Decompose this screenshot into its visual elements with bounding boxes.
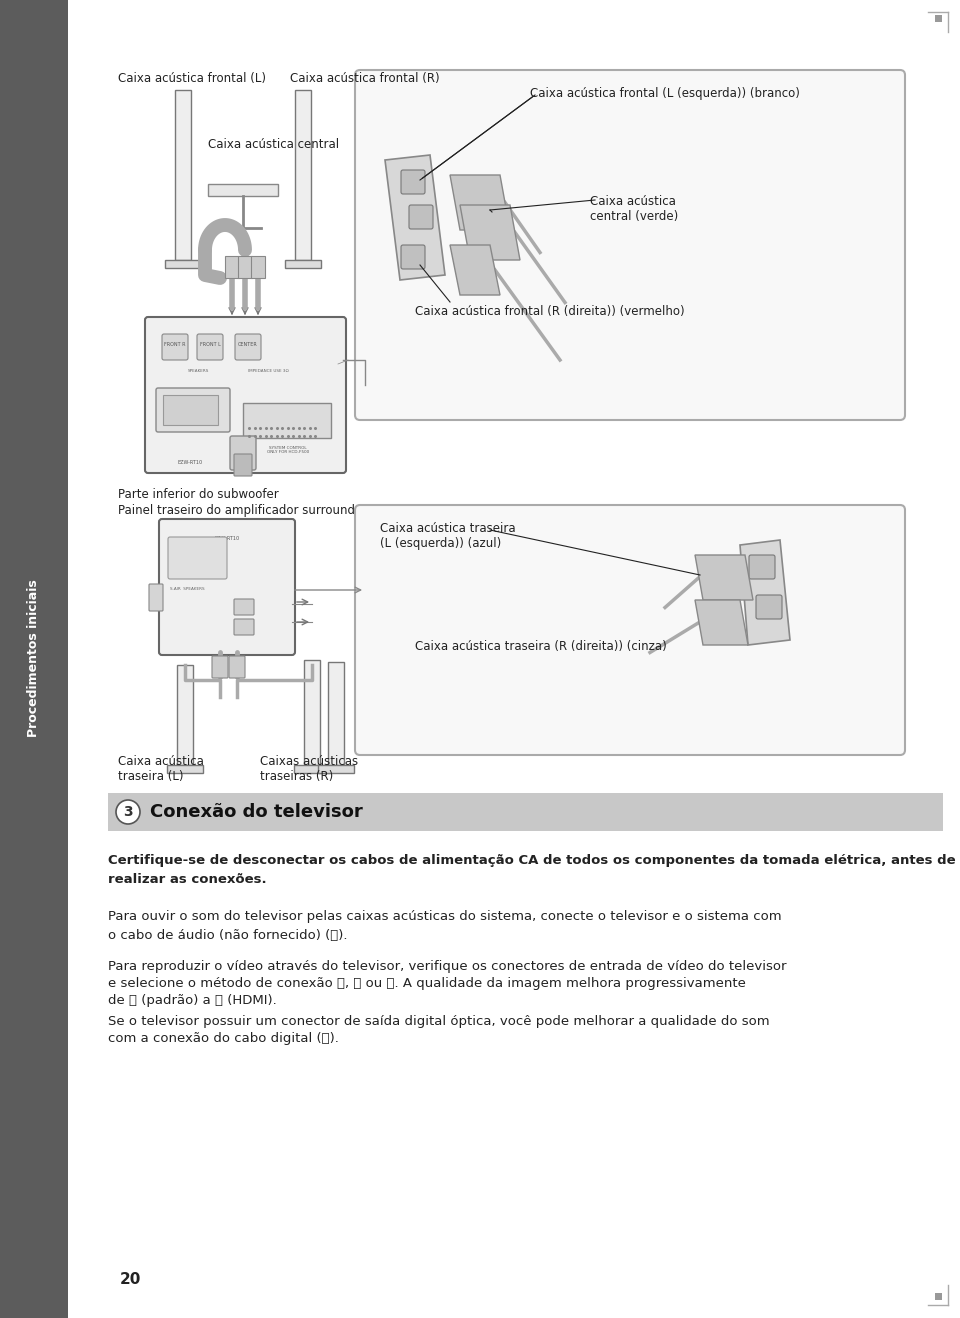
Text: Se o televisor possuir um conector de saída digital óptica, você pode melhorar a: Se o televisor possuir um conector de sa… xyxy=(108,1015,770,1028)
Text: Caixa acústica frontal (R (direita)) (vermelho): Caixa acústica frontal (R (direita)) (ve… xyxy=(415,304,684,318)
Bar xyxy=(208,185,278,196)
FancyBboxPatch shape xyxy=(749,555,775,579)
FancyBboxPatch shape xyxy=(401,245,425,269)
Bar xyxy=(225,256,239,278)
Bar xyxy=(304,660,320,764)
Text: Certifique-se de desconectar os cabos de alimentação CA de todos os componentes : Certifique-se de desconectar os cabos de… xyxy=(108,854,955,886)
Text: CENTER: CENTER xyxy=(238,341,258,347)
Text: Para reproduzir o vídeo através do televisor, verifique os conectores de entrada: Para reproduzir o vídeo através do telev… xyxy=(108,960,786,973)
Text: Painel traseiro do amplificador surround: Painel traseiro do amplificador surround xyxy=(118,503,355,517)
Text: SPEAKERS: SPEAKERS xyxy=(187,369,208,373)
Text: Para ouvir o som do televisor pelas caixas acústicas do sistema, conecte o telev: Para ouvir o som do televisor pelas caix… xyxy=(108,909,781,942)
FancyBboxPatch shape xyxy=(162,333,188,360)
Text: EZW-RT10: EZW-RT10 xyxy=(214,536,240,540)
Text: 20: 20 xyxy=(120,1272,141,1286)
FancyBboxPatch shape xyxy=(355,70,905,420)
Text: Caixa acústica frontal (L (esquerda)) (branco): Caixa acústica frontal (L (esquerda)) (b… xyxy=(530,87,800,100)
Text: Caixa acústica
central (verde): Caixa acústica central (verde) xyxy=(590,195,679,223)
Bar xyxy=(285,260,321,268)
FancyBboxPatch shape xyxy=(234,598,254,616)
Text: EZW-RT10: EZW-RT10 xyxy=(178,460,203,465)
Text: Caixa acústica traseira (R (direita)) (cinza): Caixa acústica traseira (R (direita)) (c… xyxy=(415,641,667,652)
FancyBboxPatch shape xyxy=(401,170,425,194)
Text: Conexão do televisor: Conexão do televisor xyxy=(150,803,363,821)
FancyBboxPatch shape xyxy=(235,333,261,360)
Polygon shape xyxy=(450,175,510,231)
Text: Caixa acústica frontal (L): Caixa acústica frontal (L) xyxy=(118,72,266,84)
FancyBboxPatch shape xyxy=(234,453,252,476)
FancyBboxPatch shape xyxy=(230,436,256,471)
Text: FRONT R: FRONT R xyxy=(164,341,185,347)
Polygon shape xyxy=(740,540,790,645)
FancyBboxPatch shape xyxy=(229,656,245,677)
Bar xyxy=(165,260,201,268)
FancyBboxPatch shape xyxy=(197,333,223,360)
Bar xyxy=(18,1293,25,1300)
Bar xyxy=(935,1293,942,1300)
FancyBboxPatch shape xyxy=(156,387,230,432)
Bar xyxy=(0,0,68,1318)
Text: Caixa acústica central: Caixa acústica central xyxy=(208,138,339,152)
Bar xyxy=(251,256,265,278)
Bar xyxy=(238,256,252,278)
Text: Caixa acústica
traseira (L): Caixa acústica traseira (L) xyxy=(118,755,204,783)
Polygon shape xyxy=(695,600,748,645)
FancyBboxPatch shape xyxy=(212,656,228,677)
Bar xyxy=(294,764,330,772)
Bar xyxy=(295,90,311,260)
FancyBboxPatch shape xyxy=(409,206,433,229)
Text: e selecione o método de conexão Ⓐ, Ⓑ ou Ⓒ. A qualidade da imagem melhora progres: e selecione o método de conexão Ⓐ, Ⓑ ou … xyxy=(108,977,746,990)
Bar xyxy=(328,662,344,764)
Text: Parte inferior do subwoofer: Parte inferior do subwoofer xyxy=(118,488,278,501)
FancyBboxPatch shape xyxy=(149,584,163,612)
Bar xyxy=(318,764,354,772)
Bar xyxy=(108,793,943,832)
Text: IMPEDANCE USE 3Ω: IMPEDANCE USE 3Ω xyxy=(248,369,288,373)
Bar xyxy=(935,14,942,22)
Bar xyxy=(18,14,25,22)
Circle shape xyxy=(116,800,140,824)
Text: S.AIR  SPEAKERS: S.AIR SPEAKERS xyxy=(170,587,204,590)
FancyBboxPatch shape xyxy=(234,619,254,635)
Bar xyxy=(175,90,191,260)
Text: com a conexão do cabo digital (Ⓑ).: com a conexão do cabo digital (Ⓑ). xyxy=(108,1032,339,1045)
Bar xyxy=(163,395,218,424)
FancyBboxPatch shape xyxy=(756,594,782,619)
Bar xyxy=(243,403,331,438)
Polygon shape xyxy=(385,156,445,279)
FancyBboxPatch shape xyxy=(168,536,227,579)
Text: Caixas acústicas
traseiras (R): Caixas acústicas traseiras (R) xyxy=(260,755,358,783)
FancyBboxPatch shape xyxy=(355,505,905,755)
Text: 3: 3 xyxy=(123,805,132,818)
Polygon shape xyxy=(695,555,753,600)
Text: de Ⓐ (padrão) a Ⓒ (HDMI).: de Ⓐ (padrão) a Ⓒ (HDMI). xyxy=(108,994,276,1007)
Bar xyxy=(177,666,193,764)
Text: SYSTEM CONTROL
ONLY FOR HCD-F500: SYSTEM CONTROL ONLY FOR HCD-F500 xyxy=(267,445,309,455)
Text: Procedimentos iniciais: Procedimentos iniciais xyxy=(28,579,40,737)
FancyBboxPatch shape xyxy=(159,519,295,655)
FancyBboxPatch shape xyxy=(145,318,346,473)
Text: FRONT L: FRONT L xyxy=(200,341,221,347)
Text: Caixa acústica frontal (R): Caixa acústica frontal (R) xyxy=(290,72,440,84)
Polygon shape xyxy=(460,206,520,260)
Bar xyxy=(167,764,203,772)
Polygon shape xyxy=(450,245,500,295)
Text: Caixa acústica traseira
(L (esquerda)) (azul): Caixa acústica traseira (L (esquerda)) (… xyxy=(380,522,516,550)
